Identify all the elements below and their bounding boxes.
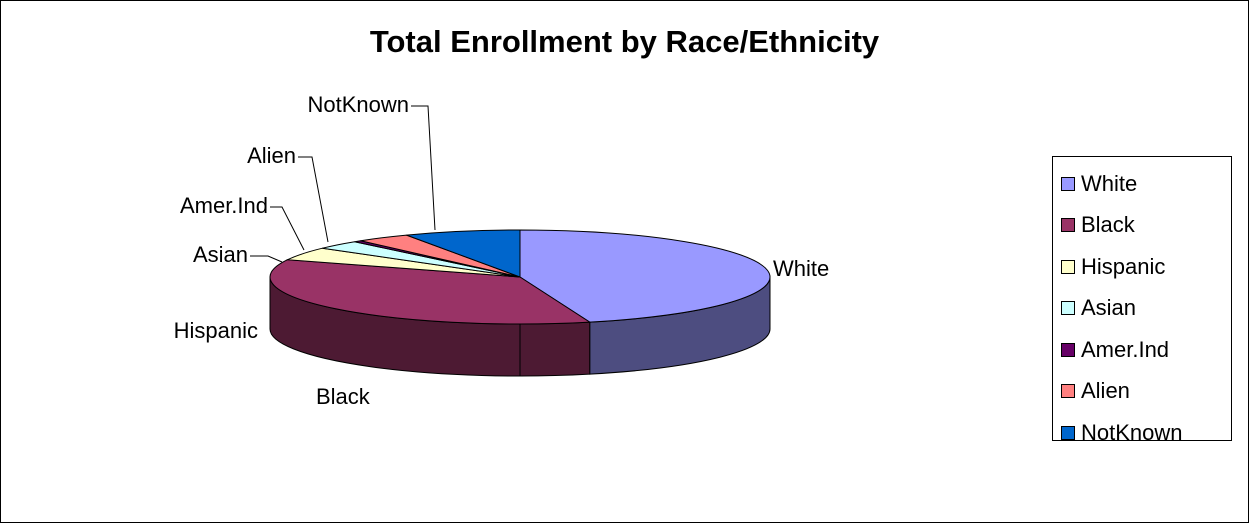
legend-item-hispanic: Hispanic [1061,246,1231,288]
legend-label: Black [1081,212,1135,238]
legend-label: White [1081,170,1138,196]
legend-item-asian: Asian [1061,288,1231,330]
pie-labels: White Black Hispanic Asian Amer.Ind Alien NotK… [174,92,830,409]
legend-item-black: Black [1061,205,1231,247]
pie-tops [269,229,771,325]
legend-item-alien: Alien [1061,371,1231,413]
leader-line-alien [298,156,329,243]
legend-item-amer-ind: Amer.Ind [1061,329,1231,371]
legend-label: Alien [1081,378,1130,404]
pie-slice-black [269,259,592,325]
legend-swatch [1061,301,1075,316]
slice-label-asian: Asian [193,242,248,267]
slice-label-alien: Alien [247,143,296,168]
slice-label-notknown: NotKnown [307,92,409,117]
slice-label-amer-ind: Amer.Ind [180,193,268,218]
legend-swatch [1061,259,1075,274]
leader-line-asian [250,255,283,263]
legend-swatch [1061,384,1075,399]
chart-legend: White Black Hispanic Asian Amer.Ind Alien NotK… [1052,156,1232,445]
slice-label-white: White [773,256,829,281]
legend-swatch [1061,425,1075,440]
legend-item-white: White [1061,163,1231,205]
legend-item-notknown: NotKnown [1061,412,1231,454]
chart-title: Total Enrollment by Race/Ethnicity [369,24,880,59]
slice-label-black: Black [316,384,371,409]
legend-label: Hispanic [1081,253,1166,279]
legend-label: Asian [1081,295,1137,321]
legend-swatch [1061,176,1075,191]
legend-swatch [1061,342,1075,357]
legend-label: NotKnown [1081,419,1183,445]
leader-line-amer-ind [270,206,305,251]
slice-label-hispanic: Hispanic [174,318,258,343]
legend-label: Amer.Ind [1081,336,1170,362]
legend-swatch [1061,218,1075,233]
pie-slice-white [519,229,771,323]
pie-slice-notknown [406,229,521,278]
leader-line-notknown [411,105,436,231]
